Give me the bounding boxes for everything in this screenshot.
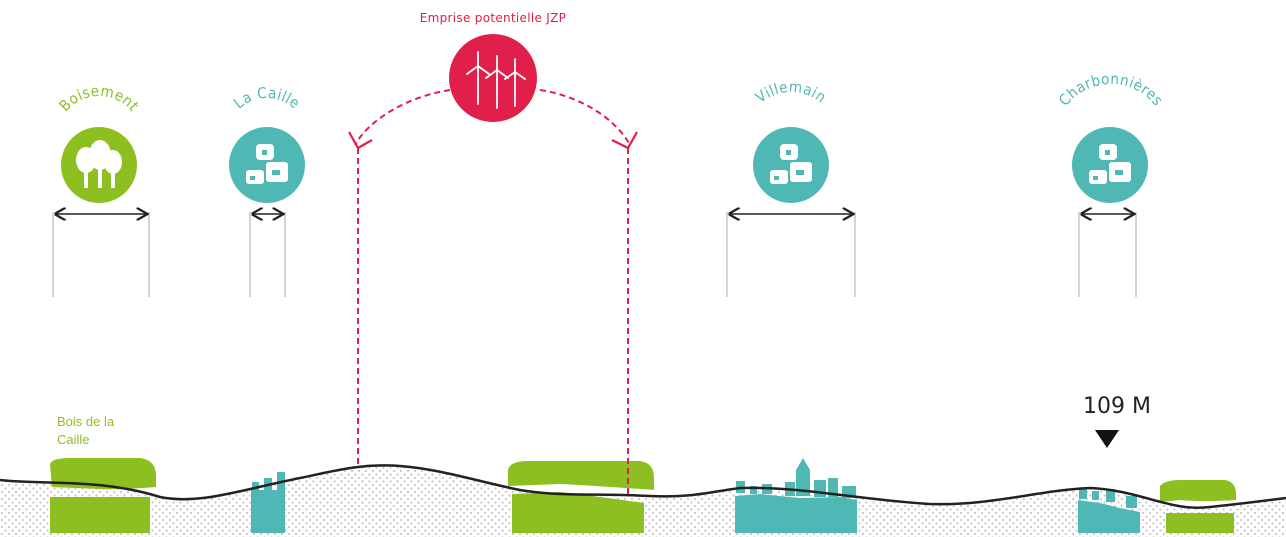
jzp-right-arrowhead-icon [611,131,638,150]
forest-right [1160,480,1236,533]
marker-la-caille: La Caille [229,84,305,203]
marker-label-charbonnieres: Charbonnières [1055,70,1167,110]
wind-turbines-icon [466,51,526,109]
marker-label-boisement: Boisement [56,82,143,115]
jzp-right-arc [539,89,631,146]
jzp-zone: Emprise potentielle JZP [348,11,638,497]
ground-soil [0,465,1286,537]
marker-label-la-caille: La Caille [230,84,304,113]
bois-label-line2: Caille [57,432,90,447]
jzp-title: Emprise potentielle JZP [420,11,566,25]
marker-label-villemain: Villemain [752,78,830,107]
forest-bois-de-la-caille [50,458,156,533]
village-charbonnieres [1078,489,1140,533]
terrain-profile-line [0,464,1286,509]
houses-icon [770,144,812,184]
jzp-left-arrowhead-icon [348,131,373,150]
marker-charbonnieres: Charbonnières [1055,70,1167,203]
marker-boisement: Boisement [56,82,143,203]
trees-icon [76,140,122,188]
marker-villemain: Villemain [752,78,830,203]
jzp-left-arc [354,89,451,146]
houses-icon [1089,144,1131,184]
elevation-triangle-icon [1095,430,1119,448]
elevation-label: 109 M [1083,394,1151,419]
terrain [0,458,1286,537]
bois-label-line1: Bois de la [57,414,115,429]
width-brackets [52,212,1137,297]
forest-central [508,461,654,533]
houses-icon [246,144,288,184]
